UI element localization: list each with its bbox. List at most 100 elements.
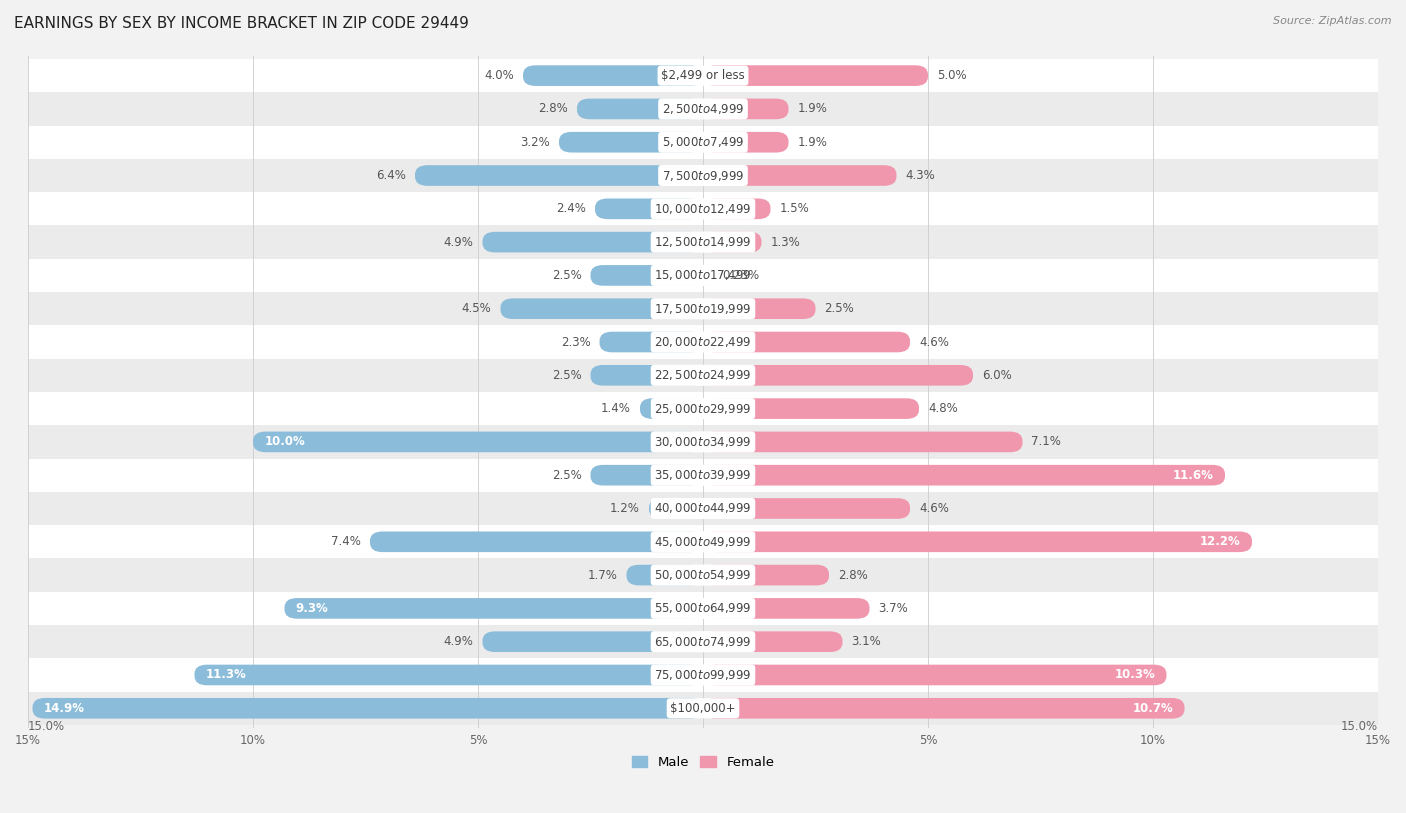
Text: 15.0%: 15.0% — [28, 720, 65, 733]
FancyBboxPatch shape — [703, 532, 1251, 552]
FancyBboxPatch shape — [650, 498, 703, 519]
Text: $55,000 to $64,999: $55,000 to $64,999 — [654, 602, 752, 615]
Text: $2,499 or less: $2,499 or less — [661, 69, 745, 82]
FancyBboxPatch shape — [627, 565, 703, 585]
Bar — [28, 225, 1378, 259]
FancyBboxPatch shape — [703, 698, 1184, 719]
Text: 3.2%: 3.2% — [520, 136, 550, 149]
Text: 11.3%: 11.3% — [205, 668, 246, 681]
Text: 4.5%: 4.5% — [461, 302, 492, 315]
FancyBboxPatch shape — [703, 365, 973, 385]
Text: 14.9%: 14.9% — [44, 702, 84, 715]
Text: 2.8%: 2.8% — [838, 568, 868, 581]
Text: 1.3%: 1.3% — [770, 236, 800, 249]
FancyBboxPatch shape — [370, 532, 703, 552]
FancyBboxPatch shape — [591, 465, 703, 485]
Bar — [28, 93, 1378, 125]
Text: 1.2%: 1.2% — [610, 502, 640, 515]
FancyBboxPatch shape — [703, 98, 789, 120]
FancyBboxPatch shape — [703, 232, 762, 253]
Text: 1.7%: 1.7% — [588, 568, 617, 581]
Text: 1.9%: 1.9% — [797, 136, 827, 149]
Text: $17,500 to $19,999: $17,500 to $19,999 — [654, 302, 752, 315]
FancyBboxPatch shape — [595, 198, 703, 220]
Text: 2.5%: 2.5% — [551, 369, 582, 382]
Text: 3.7%: 3.7% — [879, 602, 908, 615]
FancyBboxPatch shape — [703, 565, 830, 585]
Text: $5,000 to $7,499: $5,000 to $7,499 — [662, 135, 744, 150]
FancyBboxPatch shape — [703, 632, 842, 652]
FancyBboxPatch shape — [703, 498, 910, 519]
Text: 0.23%: 0.23% — [723, 269, 759, 282]
Text: $2,500 to $4,999: $2,500 to $4,999 — [662, 102, 744, 116]
FancyBboxPatch shape — [32, 698, 703, 719]
Text: 2.5%: 2.5% — [551, 269, 582, 282]
Text: 1.4%: 1.4% — [602, 402, 631, 415]
FancyBboxPatch shape — [576, 98, 703, 120]
Text: 4.6%: 4.6% — [920, 502, 949, 515]
Text: 4.0%: 4.0% — [484, 69, 515, 82]
Text: 6.4%: 6.4% — [377, 169, 406, 182]
Text: 7.1%: 7.1% — [1032, 436, 1062, 449]
Text: $75,000 to $99,999: $75,000 to $99,999 — [654, 668, 752, 682]
Text: 1.5%: 1.5% — [779, 202, 810, 215]
Bar — [28, 459, 1378, 492]
FancyBboxPatch shape — [194, 665, 703, 685]
Text: 4.6%: 4.6% — [920, 336, 949, 349]
Text: EARNINGS BY SEX BY INCOME BRACKET IN ZIP CODE 29449: EARNINGS BY SEX BY INCOME BRACKET IN ZIP… — [14, 16, 470, 31]
Bar — [28, 625, 1378, 659]
Text: 4.8%: 4.8% — [928, 402, 957, 415]
Text: $20,000 to $22,499: $20,000 to $22,499 — [654, 335, 752, 349]
Text: 4.9%: 4.9% — [444, 236, 474, 249]
FancyBboxPatch shape — [703, 298, 815, 319]
Text: 3.1%: 3.1% — [852, 635, 882, 648]
Bar — [28, 392, 1378, 425]
Text: $22,500 to $24,999: $22,500 to $24,999 — [654, 368, 752, 382]
FancyBboxPatch shape — [703, 198, 770, 220]
Text: $50,000 to $54,999: $50,000 to $54,999 — [654, 568, 752, 582]
Text: $100,000+: $100,000+ — [671, 702, 735, 715]
FancyBboxPatch shape — [501, 298, 703, 319]
Text: 4.3%: 4.3% — [905, 169, 935, 182]
Bar — [28, 592, 1378, 625]
Text: 10.7%: 10.7% — [1132, 702, 1173, 715]
FancyBboxPatch shape — [703, 165, 897, 186]
Text: $65,000 to $74,999: $65,000 to $74,999 — [654, 635, 752, 649]
Legend: Male, Female: Male, Female — [631, 756, 775, 769]
Text: 2.4%: 2.4% — [557, 202, 586, 215]
FancyBboxPatch shape — [703, 465, 1225, 485]
Text: $25,000 to $29,999: $25,000 to $29,999 — [654, 402, 752, 415]
Text: 6.0%: 6.0% — [981, 369, 1012, 382]
FancyBboxPatch shape — [599, 332, 703, 352]
Text: $45,000 to $49,999: $45,000 to $49,999 — [654, 535, 752, 549]
Bar — [28, 525, 1378, 559]
FancyBboxPatch shape — [703, 432, 1022, 452]
FancyBboxPatch shape — [591, 365, 703, 385]
Text: Source: ZipAtlas.com: Source: ZipAtlas.com — [1274, 16, 1392, 26]
Bar — [28, 325, 1378, 359]
Bar — [28, 292, 1378, 325]
FancyBboxPatch shape — [415, 165, 703, 186]
Bar — [28, 359, 1378, 392]
FancyBboxPatch shape — [482, 632, 703, 652]
FancyBboxPatch shape — [640, 398, 703, 419]
Text: 2.3%: 2.3% — [561, 336, 591, 349]
Text: 2.5%: 2.5% — [551, 469, 582, 481]
Text: $10,000 to $12,499: $10,000 to $12,499 — [654, 202, 752, 215]
FancyBboxPatch shape — [482, 232, 703, 253]
Text: $35,000 to $39,999: $35,000 to $39,999 — [654, 468, 752, 482]
FancyBboxPatch shape — [284, 598, 703, 619]
FancyBboxPatch shape — [700, 265, 716, 285]
Bar — [28, 559, 1378, 592]
Text: 1.9%: 1.9% — [797, 102, 827, 115]
Bar — [28, 659, 1378, 692]
FancyBboxPatch shape — [703, 398, 920, 419]
Text: 7.4%: 7.4% — [332, 535, 361, 548]
FancyBboxPatch shape — [703, 65, 928, 86]
Text: 11.6%: 11.6% — [1173, 469, 1213, 481]
Text: $12,500 to $14,999: $12,500 to $14,999 — [654, 235, 752, 249]
Bar — [28, 125, 1378, 159]
FancyBboxPatch shape — [560, 132, 703, 153]
Text: $15,000 to $17,499: $15,000 to $17,499 — [654, 268, 752, 282]
Text: $40,000 to $44,999: $40,000 to $44,999 — [654, 502, 752, 515]
